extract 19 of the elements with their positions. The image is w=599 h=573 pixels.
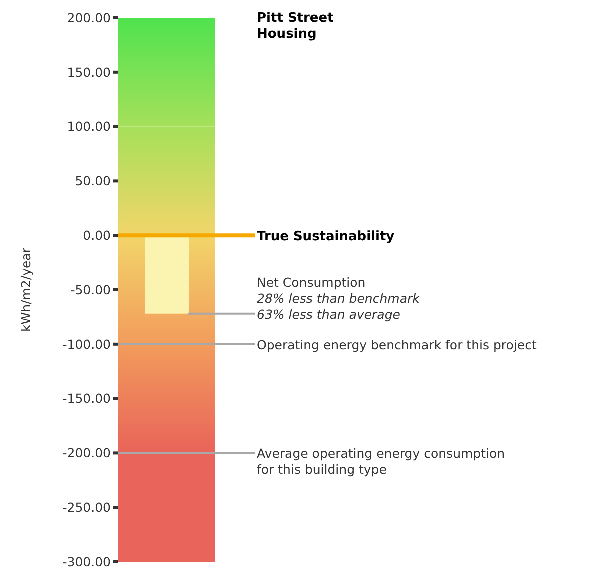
- y-tick-label: -150.00: [62, 391, 112, 406]
- y-tick-label: -300.00: [62, 554, 112, 570]
- y-tick-label: 100.00: [67, 119, 112, 134]
- text: Net Consumption: [257, 274, 366, 290]
- ref-line-label: Operating energy benchmark for this project: [257, 337, 537, 352]
- y-axis-title: kWh/m2/year: [18, 247, 34, 332]
- text: Pitt Street Housing: [257, 11, 334, 42]
- y-tick-label: 150.00: [67, 64, 112, 80]
- ref-line-label: True Sustainability: [257, 230, 396, 245]
- y-tick-label: -200.00: [62, 446, 112, 461]
- y-tick-label: -250.00: [62, 500, 112, 516]
- y-tick-label: 50.00: [75, 174, 112, 189]
- ref-line-label: Average operating energy consumption for this building type: [257, 446, 506, 478]
- y-tick-label: 200.00: [67, 10, 112, 26]
- text: 63% less than average: [257, 306, 401, 322]
- text: 28% less than benchmark: [257, 290, 421, 306]
- y-tick-label: 0.00: [83, 228, 112, 244]
- y-tick-label: -50.00: [70, 282, 112, 298]
- y-tick-label: -100.00: [62, 336, 112, 352]
